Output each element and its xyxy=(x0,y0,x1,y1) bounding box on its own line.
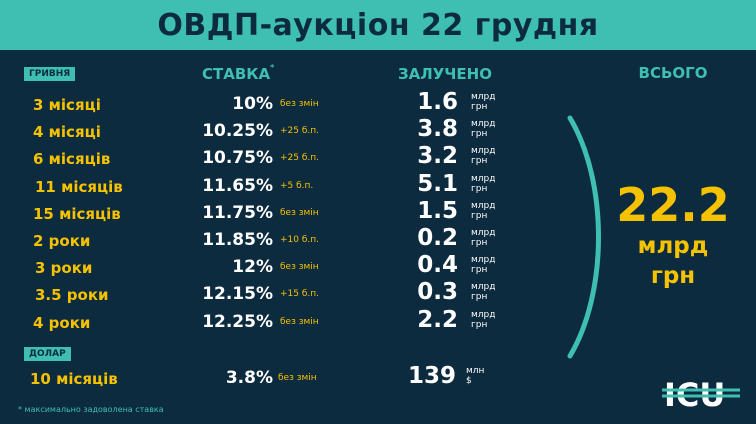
term-label: 3 місяці xyxy=(33,96,101,114)
rate-value: 11.65% xyxy=(202,175,273,196)
amount-value: 5.1 xyxy=(417,170,458,197)
rate-change: +25 б.п. xyxy=(280,126,320,137)
page-title: ОВДП-аукціон 22 грудня xyxy=(157,7,599,43)
rate-footnote-mark: * xyxy=(270,63,275,72)
rate-change: без змін xyxy=(280,316,319,327)
column-header-raised: ЗАЛУЧЕНО xyxy=(398,65,492,83)
column-header-total: ВСЬОГО xyxy=(638,64,708,82)
amount-value: 3.2 xyxy=(417,143,458,170)
rate-value: 12.15% xyxy=(202,284,273,305)
amount-unit-line2: грн xyxy=(471,238,488,248)
amount-unit-line1: млрд xyxy=(471,173,496,184)
table-row: 4 місяці 10.25% +25 б.п. 3.8 млрд грн xyxy=(0,116,600,146)
term-label: 2 роки xyxy=(33,232,91,250)
table-row: 6 місяців 10.75% +25 б.п. 3.2 млрд грн xyxy=(0,143,600,173)
rate-change: +15 б.п. xyxy=(280,289,320,300)
rate-change: +5 б.п. xyxy=(280,180,314,191)
amount-unit-line2: грн xyxy=(471,319,488,330)
amount-unit-line2: грн xyxy=(471,292,488,303)
rate-change: без змін xyxy=(278,373,317,383)
term-label: 15 місяців xyxy=(33,204,121,223)
amount-unit-line1: млрд xyxy=(471,282,496,293)
rate-change: +10 б.п. xyxy=(280,235,320,245)
amount-unit: млрд грн xyxy=(471,255,495,275)
section-badge-usd: ДОЛАР xyxy=(24,347,71,361)
amount-value: 139 xyxy=(407,363,456,389)
amount-unit-line2: грн xyxy=(471,183,488,194)
table-row: 3 роки 12% без змін 0.4 млрд грн xyxy=(0,252,600,282)
table-row: 2 роки 11.85% +10 б.п. 0.2 млрд грн xyxy=(0,225,600,255)
icu-logo-icon: ICU xyxy=(662,376,740,412)
amount-unit-line1: млрд xyxy=(471,146,496,157)
rate-value: 10.75% xyxy=(202,148,273,169)
rate-value: 10.25% xyxy=(202,121,273,142)
amount-unit-line1: млрд xyxy=(471,119,496,130)
term-label: 4 місяці xyxy=(33,123,101,142)
amount-value: 1.5 xyxy=(417,197,458,224)
amount-value: 1.6 xyxy=(417,89,458,115)
amount-unit-line2: грн xyxy=(471,129,488,140)
column-header-rate-label: СТАВКА xyxy=(202,65,271,83)
table-row-usd: 10 місяців 3.8% без змін 139 млн $ xyxy=(0,363,600,393)
rate-value: 11.85% xyxy=(202,230,273,250)
footnote: * максимально задоволена ставка xyxy=(18,405,164,414)
rate-value: 10% xyxy=(232,94,273,114)
total-unit-line1: млрд xyxy=(637,233,709,259)
total-amount: 22.2 xyxy=(616,178,730,232)
term-label: 11 місяців xyxy=(35,177,123,196)
rate-value: 12% xyxy=(232,257,273,278)
amount-value: 0.2 xyxy=(417,225,458,251)
rate-value: 12.25% xyxy=(202,311,273,332)
grouping-bracket xyxy=(567,115,601,359)
amount-unit-line2: грн xyxy=(471,102,488,112)
amount-unit-line1: млрд xyxy=(471,255,496,266)
amount-unit: млрд грн xyxy=(471,119,495,139)
total-unit-line2: грн xyxy=(650,263,696,289)
amount-unit: млн $ xyxy=(466,366,484,386)
amount-unit-line2: грн xyxy=(471,210,488,221)
amount-unit-line1: млрд xyxy=(471,92,496,102)
footnote-text: максимально задоволена ставка xyxy=(24,405,164,414)
term-label: 4 роки xyxy=(33,313,91,332)
amount-unit-line2: грн xyxy=(471,156,488,167)
amount-unit-line2: $ xyxy=(466,376,472,386)
section-badge-uah: ГРИВНЯ xyxy=(24,67,76,81)
amount-unit-line1: млрд xyxy=(471,309,496,320)
term-label: 10 місяців xyxy=(30,370,118,388)
rate-change: без змін xyxy=(280,207,319,218)
amount-unit: млрд грн xyxy=(471,201,495,221)
amount-unit: млрд грн xyxy=(471,92,495,112)
amount-value: 2.2 xyxy=(417,306,458,333)
amount-value: 0.3 xyxy=(417,279,458,306)
amount-value: 0.4 xyxy=(417,252,458,279)
amount-unit: млрд грн xyxy=(471,228,495,248)
table-row: 15 місяців 11.75% без змін 1.5 млрд грн xyxy=(0,197,600,228)
amount-unit-line1: млрд xyxy=(471,228,496,238)
title-bar: ОВДП-аукціон 22 грудня xyxy=(0,0,756,50)
amount-unit: млрд грн xyxy=(471,146,495,166)
table-row: 4 роки 12.25% без змін 2.2 млрд грн xyxy=(0,306,600,337)
logo-text: ICU xyxy=(664,376,725,412)
table-row: 11 місяців 11.65% +5 б.п. 5.1 млрд грн xyxy=(0,170,600,201)
amount-unit-line1: млрд xyxy=(471,200,496,211)
amount-unit: млрд грн xyxy=(471,282,495,302)
rate-change: без змін xyxy=(280,262,319,273)
amount-unit-line2: грн xyxy=(471,265,488,276)
term-label: 3.5 роки xyxy=(35,286,109,305)
amount-unit: млрд грн xyxy=(471,174,495,194)
rate-value: 11.75% xyxy=(202,202,273,223)
rate-change: +25 б.п. xyxy=(280,153,320,164)
rate-value: 3.8% xyxy=(225,368,273,388)
term-label: 6 місяців xyxy=(33,150,111,169)
column-header-rate: СТАВКА* xyxy=(202,63,275,83)
table-row: 3.5 роки 12.15% +15 б.п. 0.3 млрд грн xyxy=(0,279,600,309)
rate-change: без змін xyxy=(280,99,319,109)
amount-value: 3.8 xyxy=(417,116,458,143)
table-row: 3 місяці 10% без змін 1.6 млрд грн xyxy=(0,89,600,119)
amount-unit: млрд грн xyxy=(471,310,495,330)
footnote-mark: * xyxy=(18,405,22,414)
amount-unit-line1: млн xyxy=(466,366,485,376)
term-label: 3 роки xyxy=(35,259,93,278)
